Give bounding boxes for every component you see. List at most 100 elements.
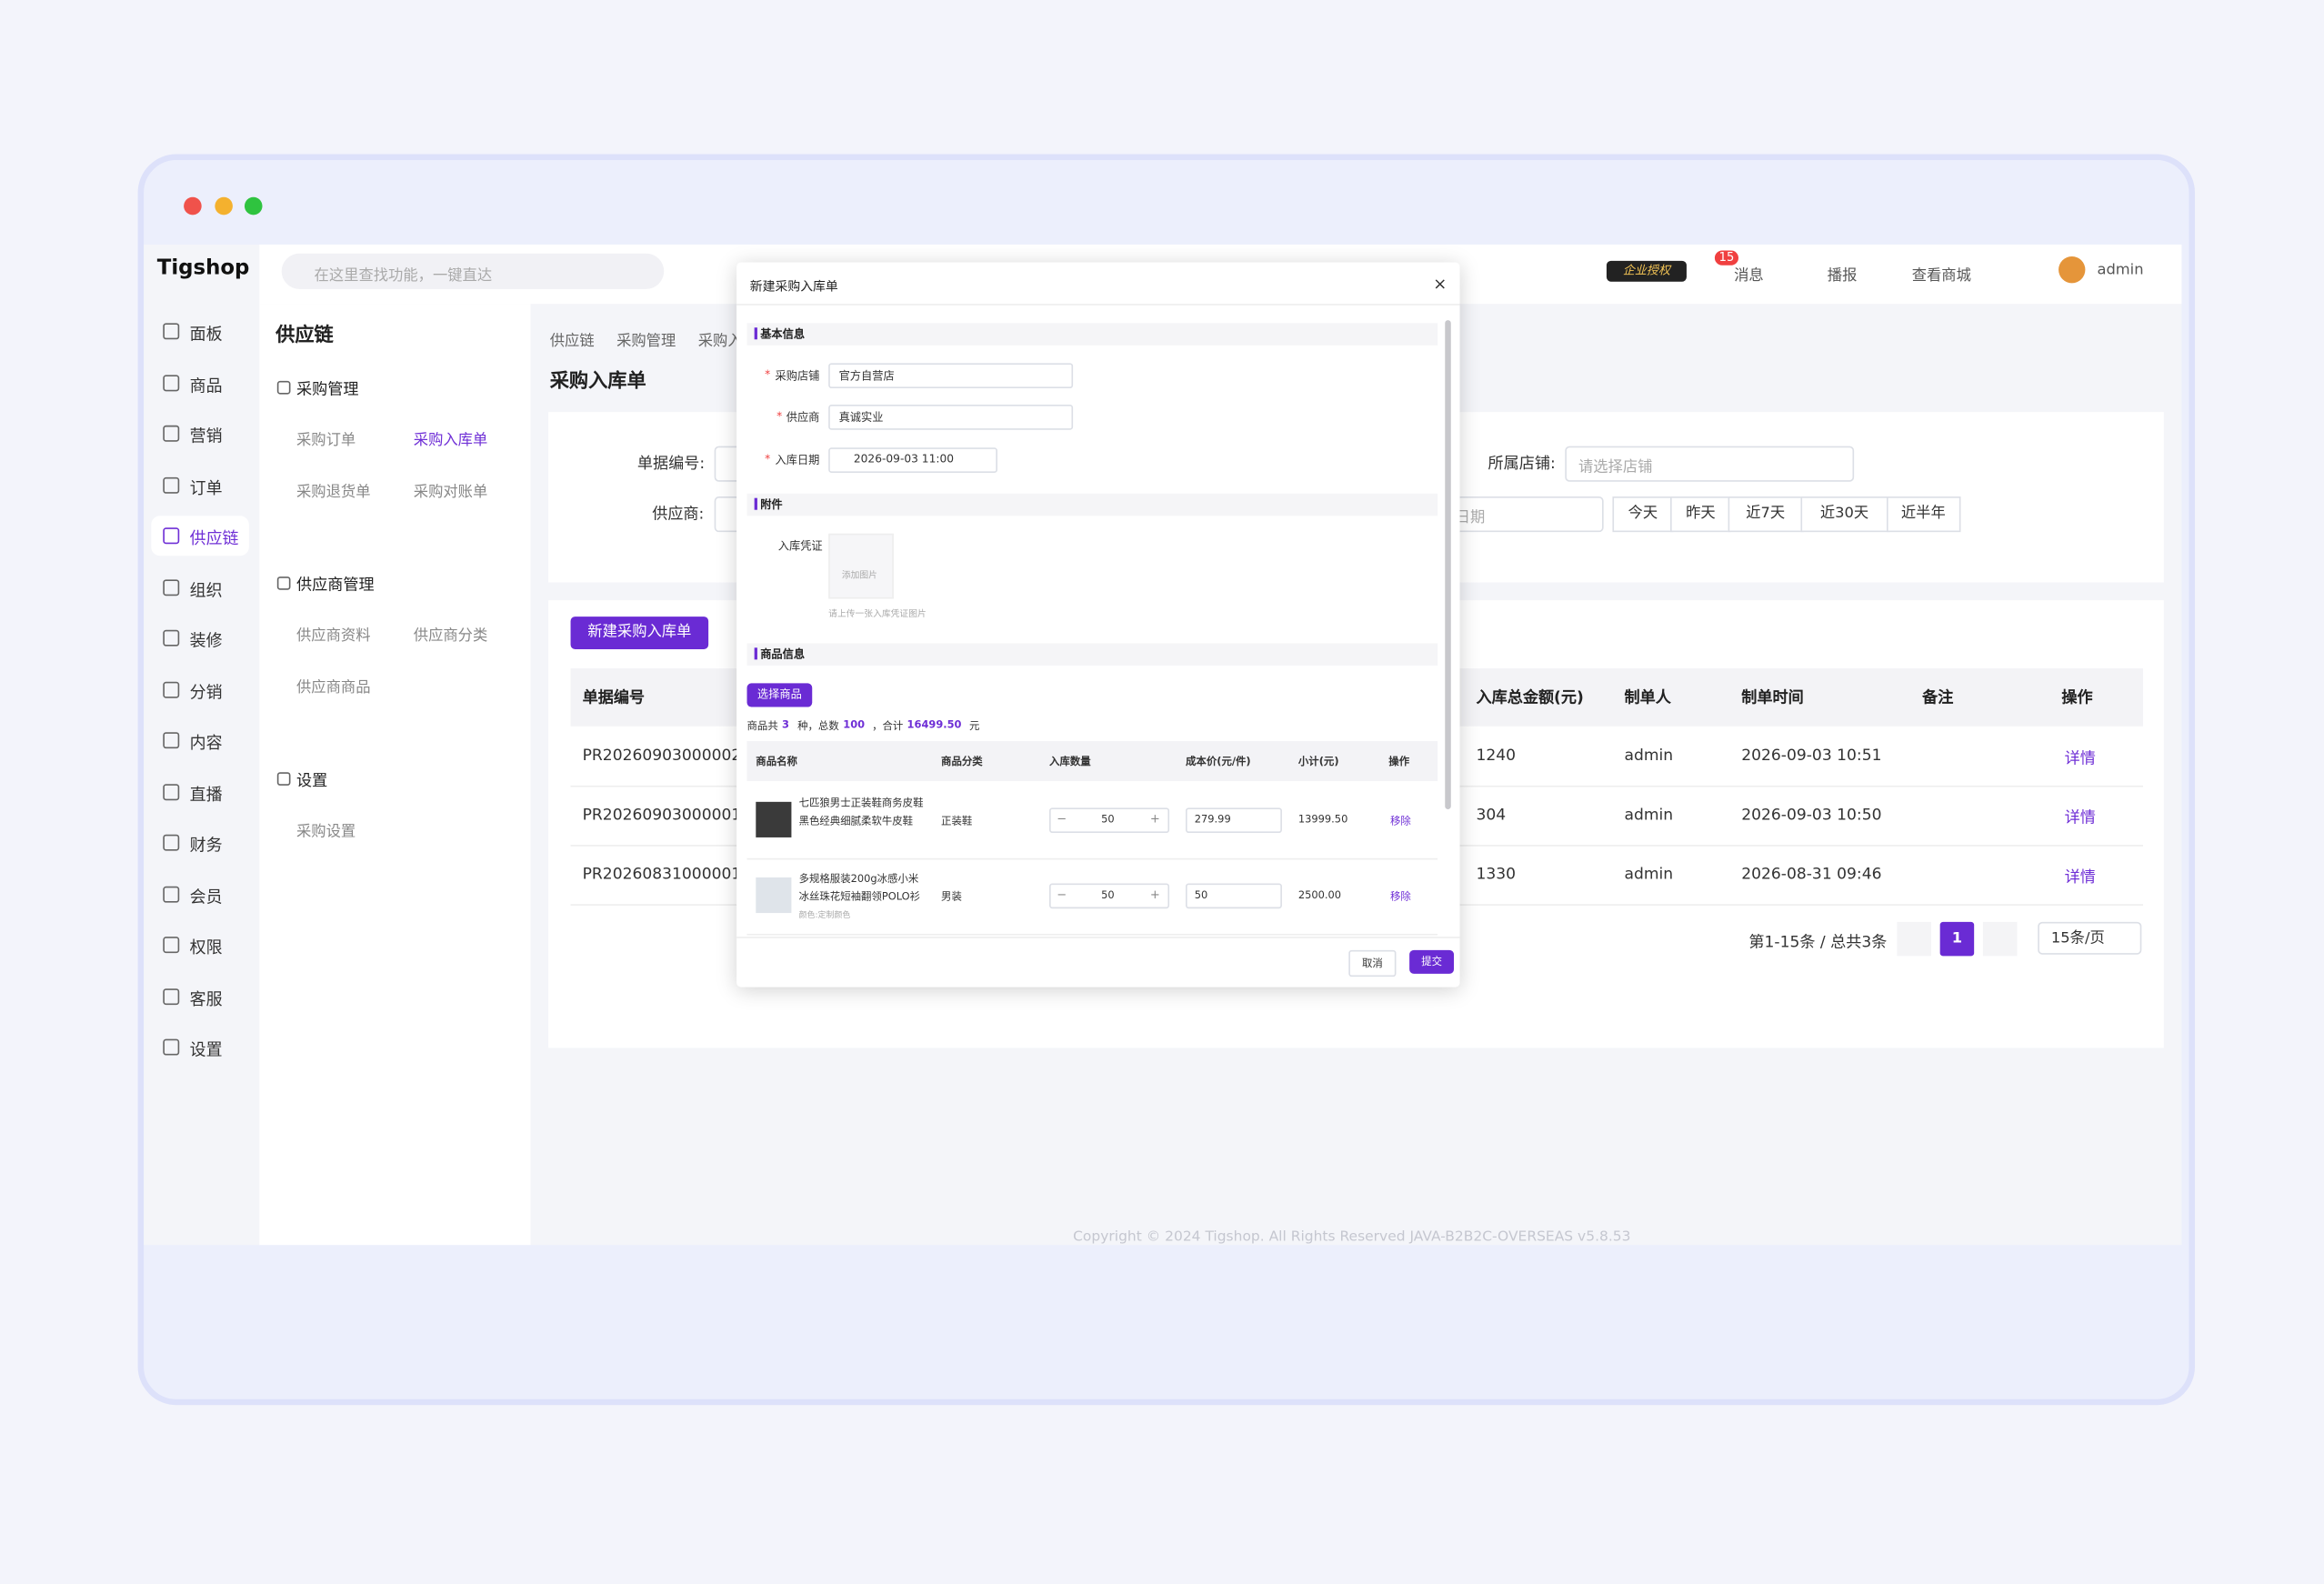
nav-item[interactable]: 内容 <box>189 733 223 754</box>
submenu-item[interactable]: 采购退货单 <box>296 484 371 501</box>
group-title[interactable]: 采购管理 <box>296 380 359 399</box>
min-dot[interactable] <box>215 196 233 216</box>
scrollbar <box>1445 320 1451 809</box>
breadcrumb[interactable]: 供应链 <box>549 333 595 350</box>
qty-plus[interactable]: + <box>1149 812 1160 826</box>
nav-icon <box>163 783 180 800</box>
messages[interactable]: 消息 <box>1734 268 1764 285</box>
modal-close[interactable]: × <box>1433 274 1447 294</box>
nav-icon <box>163 425 180 442</box>
close-dot[interactable] <box>184 196 202 216</box>
view-store[interactable]: 查看商城 <box>1911 268 1971 285</box>
qty-minus[interactable]: − <box>1057 887 1067 902</box>
nav-item[interactable]: 组织 <box>189 580 223 600</box>
max-dot[interactable] <box>244 196 263 216</box>
table-cell[interactable]: 详情 <box>2064 868 2096 887</box>
goods-spec: 颜色:定制颜色 <box>798 911 851 921</box>
nav-icon <box>163 629 180 647</box>
group-title[interactable]: 供应商管理 <box>296 576 375 595</box>
goods-name: 多规格服装200g冰感小米冰丝珠花短袖翻领POLO衫 <box>798 873 921 903</box>
required: * <box>776 408 783 423</box>
submenu-item[interactable]: 供应商资料 <box>296 628 371 646</box>
nav-item[interactable]: 装修 <box>189 631 223 651</box>
quick-button[interactable]: 近7天 <box>1728 496 1803 533</box>
breadcrumb[interactable]: 采购管理 <box>616 333 676 350</box>
nav-item[interactable]: 权限 <box>189 937 223 957</box>
user[interactable]: admin <box>2097 262 2144 279</box>
table-cell: 2026-09-03 10:51 <box>1741 747 1882 766</box>
nav-item[interactable]: 直播 <box>189 785 223 805</box>
group-title[interactable]: 设置 <box>296 772 328 790</box>
nav-item[interactable]: 客服 <box>189 989 223 1009</box>
submenu-title: 供应链 <box>275 324 334 347</box>
price-box[interactable] <box>1186 883 1282 909</box>
page-current[interactable]: 1 <box>1939 921 1975 957</box>
field-value: 2026-09-03 11:00 <box>853 452 955 466</box>
nav-icon <box>163 476 180 493</box>
nav-item[interactable]: 会员 <box>189 887 223 907</box>
table-cell[interactable]: 详情 <box>2064 749 2096 768</box>
nav-item[interactable]: 营销 <box>189 426 223 446</box>
goods-header: 成本价(元/件) <box>1186 756 1251 768</box>
brand: Tigshop <box>156 256 250 281</box>
section-title: 商品信息 <box>760 647 806 661</box>
broadcast[interactable]: 播报 <box>1827 268 1858 285</box>
quick-button[interactable]: 今天 <box>1612 496 1674 533</box>
nav-item[interactable]: 设置 <box>189 1040 223 1060</box>
required: * <box>765 452 771 466</box>
cancel-button[interactable]: 取消 <box>1348 949 1397 977</box>
goods-header: 商品名称 <box>756 756 797 768</box>
input[interactable] <box>1445 496 1604 533</box>
upload-text: 添加图片 <box>841 570 877 581</box>
goods-header: 入库数量 <box>1049 756 1091 768</box>
submenu-item[interactable]: 采购订单 <box>296 432 356 449</box>
nav-item[interactable]: 分销 <box>189 682 223 702</box>
table-cell[interactable]: 详情 <box>2064 808 2096 827</box>
submenu-item[interactable]: 供应商分类 <box>413 628 488 646</box>
upload-box[interactable] <box>828 533 894 599</box>
section <box>746 493 1438 516</box>
field-box[interactable] <box>828 404 1074 430</box>
qty-plus[interactable]: + <box>1149 887 1160 902</box>
field-box[interactable] <box>828 447 997 473</box>
nav-item[interactable]: 财务 <box>189 836 223 856</box>
nav-item[interactable]: 供应链 <box>189 528 239 549</box>
qty-box[interactable] <box>1049 807 1170 834</box>
submenu-item[interactable]: 采购设置 <box>296 824 356 841</box>
table-cell: admin <box>1624 806 1674 825</box>
modal-divider <box>736 304 1460 306</box>
quick-button[interactable]: 近半年 <box>1886 496 1961 533</box>
group-icon <box>276 380 291 395</box>
page-next <box>1982 921 2018 957</box>
field-box[interactable] <box>828 363 1074 389</box>
goods-remove[interactable]: 移除 <box>1389 815 1411 827</box>
qty-box[interactable] <box>1049 883 1170 909</box>
quick-button[interactable]: 昨天 <box>1670 496 1731 533</box>
search[interactable] <box>281 253 665 289</box>
field-label: 采购店铺 <box>775 368 820 383</box>
page-size[interactable]: 15条/页 <box>2038 921 2142 955</box>
submit-button[interactable]: 提交 <box>1409 949 1455 974</box>
nav-icon <box>163 323 180 340</box>
qty-minus[interactable]: − <box>1057 812 1067 826</box>
submenu-item[interactable]: 供应商商品 <box>296 679 371 697</box>
input[interactable] <box>1565 446 1855 482</box>
price-box[interactable] <box>1186 807 1282 834</box>
new-button[interactable]: 新建采购入库单 <box>570 617 709 649</box>
quick-button[interactable]: 近30天 <box>1799 496 1889 533</box>
select-button[interactable]: 选择商品 <box>746 683 813 707</box>
row-line <box>746 933 1438 936</box>
nav-icon <box>163 732 180 749</box>
nav-icon <box>163 527 180 545</box>
group-icon <box>276 576 291 590</box>
nav-item[interactable]: 订单 <box>189 477 223 497</box>
nav-icon <box>163 885 180 902</box>
section-title: 附件 <box>760 497 783 512</box>
nav-item[interactable]: 面板 <box>189 324 223 345</box>
submenu-item[interactable]: 采购入库单 <box>413 432 488 449</box>
submenu-item[interactable]: 采购对账单 <box>413 484 488 501</box>
nav-item[interactable]: 商品 <box>189 376 223 396</box>
goods-remove[interactable]: 移除 <box>1389 890 1411 903</box>
section <box>746 323 1438 346</box>
